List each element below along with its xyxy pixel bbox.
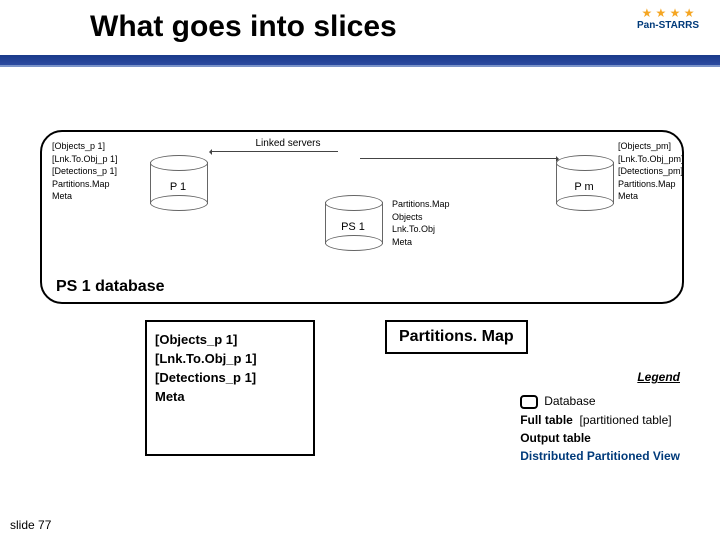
title-bar-accent [0,65,720,67]
slice-row: Meta [155,389,305,404]
logo-stars-icon: ★ ★ ★ ★ [628,6,708,20]
legend-title: Legend [520,370,680,390]
list-item: Objects [392,211,450,224]
slice-row: [Lnk.To.Obj_p 1] [155,351,305,366]
cylinder-pm-label: P m [556,181,612,193]
cylinder-ps1-icon: PS 1 [325,195,381,251]
linked-servers-label: Linked servers [228,138,348,149]
slide-number: slide 77 [10,518,51,532]
cylinder-ps1-label: PS 1 [325,221,381,233]
list-item: Partitions.Map [392,198,450,211]
slice-row: [Detections_p 1] [155,370,305,385]
cylinder-pm-icon: P m [556,155,612,211]
title-bar [0,55,720,65]
cylinder-p1-icon: P 1 [150,155,206,211]
list-item: [Detections_pm] [618,165,684,178]
slice-row: [Objects_p 1] [155,332,305,347]
list-item: Partitions.Map [52,178,118,191]
legend-row-database: Database [520,394,680,409]
p1-contents-list: [Objects_p 1] [Lnk.To.Obj_p 1] [Detectio… [52,140,118,203]
legend-label: [partitioned table] [580,413,672,427]
list-item: [Lnk.To.Obj_p 1] [52,153,118,166]
logo: ★ ★ ★ ★ Pan-STARRS [628,6,708,50]
legend-row-fulltable: Full table [partitioned table] [520,413,680,427]
slice-contents-box: [Objects_p 1] [Lnk.To.Obj_p 1] [Detectio… [145,320,315,456]
list-item: Meta [52,190,118,203]
list-item: Lnk.To.Obj [392,223,450,236]
arrow-right-icon [360,158,558,159]
partitions-map-box: Partitions. Map [385,320,528,354]
legend-row-dpv: Distributed Partitioned View [520,449,680,463]
list-item: Meta [618,190,684,203]
slide-title: What goes into slices [90,10,397,44]
list-item: Partitions.Map [618,178,684,191]
ps1-database-label: PS 1 database [56,278,165,296]
list-item: [Objects_pm] [618,140,684,153]
database-swatch-icon [520,395,538,409]
cylinder-p1-label: P 1 [150,181,206,193]
list-item: Meta [392,236,450,249]
pm-contents-list: [Objects_pm] [Lnk.To.Obj_pm] [Detections… [618,140,684,203]
list-item: [Lnk.To.Obj_pm] [618,153,684,166]
logo-text: Pan-STARRS [628,20,708,31]
legend-row-output: Output table [520,431,680,445]
legend-label: Database [544,394,595,408]
arrow-left-icon [210,151,338,152]
legend-label: Full table [520,413,573,427]
list-item: [Objects_p 1] [52,140,118,153]
legend: Legend Database Full table [partitioned … [520,370,680,467]
ps1-contents-list: Partitions.Map Objects Lnk.To.Obj Meta [392,198,450,248]
list-item: [Detections_p 1] [52,165,118,178]
